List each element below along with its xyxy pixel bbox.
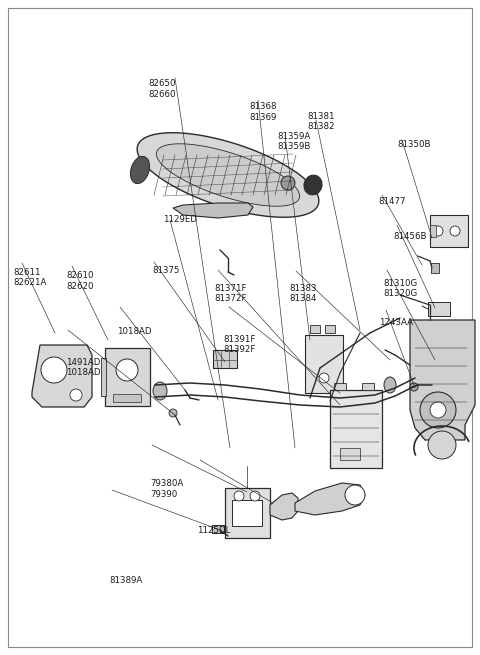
Circle shape bbox=[234, 491, 244, 501]
Bar bbox=[430, 225, 436, 237]
Bar bbox=[340, 448, 360, 460]
Bar bbox=[212, 525, 224, 533]
Bar bbox=[213, 350, 237, 368]
Circle shape bbox=[116, 359, 138, 381]
Text: 81350B: 81350B bbox=[397, 140, 431, 149]
Text: 82611
82621A: 82611 82621A bbox=[13, 268, 47, 288]
Ellipse shape bbox=[304, 175, 322, 195]
Circle shape bbox=[428, 431, 456, 459]
Text: 79380A
79390: 79380A 79390 bbox=[150, 479, 183, 499]
Text: 82610
82620: 82610 82620 bbox=[66, 271, 94, 291]
Text: 81310G
81320G: 81310G 81320G bbox=[383, 279, 417, 299]
Circle shape bbox=[345, 485, 365, 505]
Text: 81359A
81359B: 81359A 81359B bbox=[277, 132, 311, 151]
Circle shape bbox=[430, 402, 446, 418]
Bar bbox=[334, 383, 346, 390]
Bar bbox=[428, 302, 450, 316]
Circle shape bbox=[420, 392, 456, 428]
Text: 81381
81382: 81381 81382 bbox=[307, 112, 335, 132]
Bar bbox=[310, 325, 320, 333]
Circle shape bbox=[433, 226, 443, 236]
Circle shape bbox=[169, 409, 177, 417]
Bar bbox=[330, 390, 382, 468]
Bar bbox=[113, 394, 141, 402]
Text: 81371F
81372F: 81371F 81372F bbox=[215, 284, 247, 303]
Polygon shape bbox=[295, 483, 365, 515]
Bar bbox=[225, 488, 270, 538]
Polygon shape bbox=[173, 203, 253, 218]
Polygon shape bbox=[137, 133, 319, 217]
Bar bbox=[105, 348, 150, 406]
Bar bbox=[101, 358, 106, 396]
Text: 1018AD: 1018AD bbox=[117, 327, 151, 336]
Text: 81456B: 81456B bbox=[394, 232, 427, 241]
Ellipse shape bbox=[153, 382, 167, 400]
Text: 81391F
81392F: 81391F 81392F bbox=[224, 335, 256, 354]
Text: 1491AD
1018AD: 1491AD 1018AD bbox=[66, 358, 101, 377]
Polygon shape bbox=[156, 144, 300, 206]
Bar bbox=[430, 215, 468, 247]
Polygon shape bbox=[410, 320, 475, 440]
Text: 82650
82660: 82650 82660 bbox=[149, 79, 176, 99]
Circle shape bbox=[281, 176, 295, 190]
Bar bbox=[362, 383, 374, 390]
Text: 81383
81384: 81383 81384 bbox=[289, 284, 317, 303]
Circle shape bbox=[70, 389, 82, 401]
Circle shape bbox=[250, 491, 260, 501]
Text: 1243AA: 1243AA bbox=[379, 318, 413, 327]
Bar bbox=[305, 335, 343, 393]
Text: 1125DL: 1125DL bbox=[197, 526, 230, 535]
Bar bbox=[431, 263, 439, 273]
Text: 81368
81369: 81368 81369 bbox=[250, 102, 277, 122]
Polygon shape bbox=[270, 493, 298, 520]
Ellipse shape bbox=[384, 377, 396, 393]
Circle shape bbox=[319, 373, 329, 383]
Text: 81389A: 81389A bbox=[109, 576, 143, 585]
Polygon shape bbox=[32, 345, 92, 407]
Bar bbox=[325, 325, 335, 333]
Bar bbox=[232, 500, 262, 526]
Circle shape bbox=[410, 383, 418, 391]
Circle shape bbox=[450, 226, 460, 236]
Circle shape bbox=[41, 357, 67, 383]
Ellipse shape bbox=[131, 157, 150, 183]
Text: 81477: 81477 bbox=[378, 197, 406, 206]
Text: 81375: 81375 bbox=[153, 266, 180, 275]
Text: 1129ED: 1129ED bbox=[163, 215, 197, 224]
